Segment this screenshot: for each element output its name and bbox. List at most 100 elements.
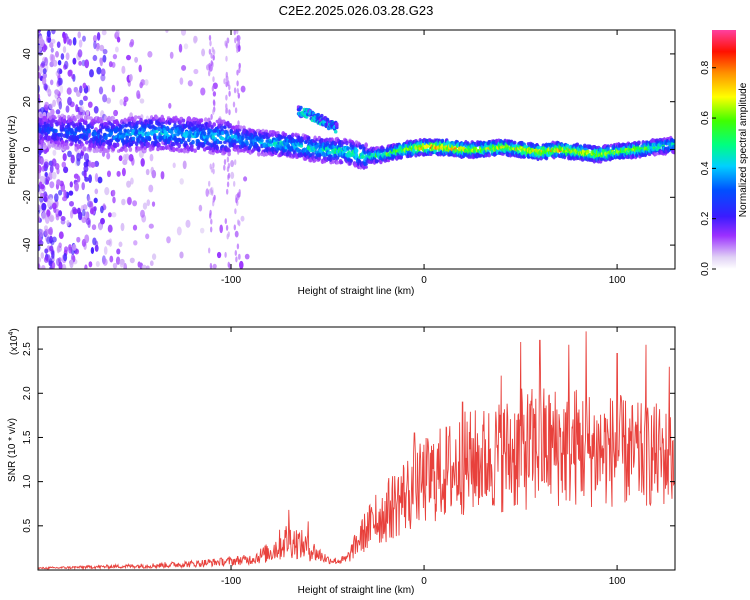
spectrogram-cell	[210, 113, 213, 120]
spectrogram-cell	[102, 94, 108, 103]
spectrogram-cell	[38, 44, 42, 53]
spectrogram-cell	[50, 121, 54, 127]
spectrogram-cell	[210, 218, 213, 225]
spectrogram-cell	[101, 30, 107, 36]
spectrogram-cell	[138, 64, 142, 73]
spectrogram-cell	[43, 256, 49, 263]
spectrogram-cell	[228, 109, 231, 116]
spectrogram-cell	[212, 76, 215, 83]
spectrogram-cell	[60, 219, 66, 225]
spectrogram-cell	[134, 123, 139, 129]
spectrogram-cell	[82, 95, 88, 102]
spectrogram-cell	[200, 87, 206, 96]
spectrogram-cell	[92, 54, 98, 62]
spectrogram-cell	[187, 80, 193, 87]
spectrogram-cell	[64, 142, 69, 146]
spectrogram-cell	[161, 117, 166, 123]
spectrogram-cell	[84, 59, 90, 69]
spectrogram-cell	[61, 263, 67, 269]
spectrogram-cell	[187, 138, 191, 143]
spectrogram-x-label: Height of straight line (km)	[298, 286, 415, 297]
spectrogram-cell	[333, 129, 338, 134]
colorbar-ticks: 0.0 0.2 0.4 0.6 0.8	[700, 60, 716, 276]
spectrogram-cell	[201, 143, 206, 148]
spectrogram-cell	[149, 153, 154, 162]
spectrogram-cell	[70, 154, 75, 164]
spectrogram-cell	[100, 74, 106, 82]
colorbar-tick-label: 0.2	[700, 211, 711, 225]
spectrogram-cell	[226, 166, 230, 173]
spectrogram-cell	[47, 200, 51, 208]
colorbar-tick-label: 0.4	[700, 161, 711, 175]
spectrogram-cell	[136, 90, 141, 99]
spectrogram-cell	[228, 90, 231, 97]
spectrogram-cell	[57, 59, 62, 66]
spectrogram-cell	[67, 96, 72, 106]
spectrogram-cell	[55, 109, 61, 115]
spectrogram-cell	[73, 173, 79, 179]
spectrogram-cell	[191, 139, 195, 145]
spectrogram-cell	[238, 62, 241, 69]
spectrogram-cell	[233, 180, 236, 187]
spectrogram-y-tick-label: 40	[22, 48, 33, 60]
spectrogram-cell	[134, 56, 139, 63]
spectrogram-cell	[63, 34, 67, 44]
spectrogram-cell	[223, 78, 226, 85]
spectrogram-cell	[121, 124, 125, 129]
spectrogram-cell	[115, 142, 120, 147]
spectrogram-cell	[219, 125, 224, 131]
spectrogram-cell	[236, 47, 239, 54]
spectrogram-cell	[218, 140, 223, 145]
spectrogram-cell	[40, 156, 45, 165]
spectrogram-cell	[233, 30, 236, 36]
spectrogram-cell	[156, 146, 160, 152]
spectrogram-cell	[212, 168, 215, 175]
spectrogram-cell	[38, 263, 41, 269]
spectrogram-cell	[102, 48, 108, 55]
spectrogram-cell	[269, 143, 274, 147]
spectrogram-cell	[93, 206, 97, 212]
spectrogram-cell	[227, 172, 231, 179]
spectrogram-cell	[43, 144, 48, 149]
snr-x-ticks: -100 0 100	[221, 327, 626, 587]
spectrogram-cell	[56, 245, 61, 254]
spectrogram-cell	[165, 30, 169, 33]
spectrogram-cell	[98, 223, 103, 231]
spectrogram-cell	[126, 196, 132, 205]
spectrogram-cell	[231, 125, 236, 130]
spectrogram-cell	[244, 253, 250, 260]
spectrogram-cell	[199, 227, 205, 234]
spectrogram-cell	[237, 253, 241, 260]
spectrogram-cell	[208, 62, 211, 69]
spectrogram-cell	[239, 125, 243, 130]
spectrogram-cell	[56, 257, 61, 267]
spectrogram-cell	[149, 260, 154, 267]
spectrogram-cell	[234, 208, 237, 215]
spectrogram-cell	[113, 111, 117, 117]
spectrogram-cell	[95, 260, 100, 268]
spectrogram-cell	[66, 87, 72, 95]
spectrogram-cell	[46, 130, 51, 134]
spectrogram-cell	[137, 115, 141, 119]
spectrogram-cell	[229, 129, 233, 136]
spectrogram-cell	[129, 73, 133, 82]
spectrogram-cell	[225, 224, 229, 231]
spectrogram-cell	[87, 101, 93, 108]
spectrogram-cell	[59, 132, 64, 138]
spectrogram-cell	[182, 160, 187, 170]
spectrogram-cell	[104, 135, 108, 141]
spectrogram-cell	[94, 160, 100, 168]
spectrogram-cell	[672, 144, 675, 150]
snr-y-tick-label: 0.5	[22, 518, 33, 532]
spectrogram-cell	[46, 30, 51, 38]
spectrogram-cell	[51, 30, 56, 35]
spectrogram-cell	[235, 256, 238, 263]
spectrogram-cell	[98, 128, 103, 132]
spectrogram-cell	[112, 189, 116, 197]
spectrogram-cell	[637, 140, 641, 145]
spectrogram-cell	[58, 210, 63, 217]
spectrogram-cell	[354, 152, 359, 158]
spectrogram-cell	[102, 258, 108, 266]
spectrogram-cell	[93, 131, 98, 137]
spectrogram-cell	[50, 108, 55, 116]
